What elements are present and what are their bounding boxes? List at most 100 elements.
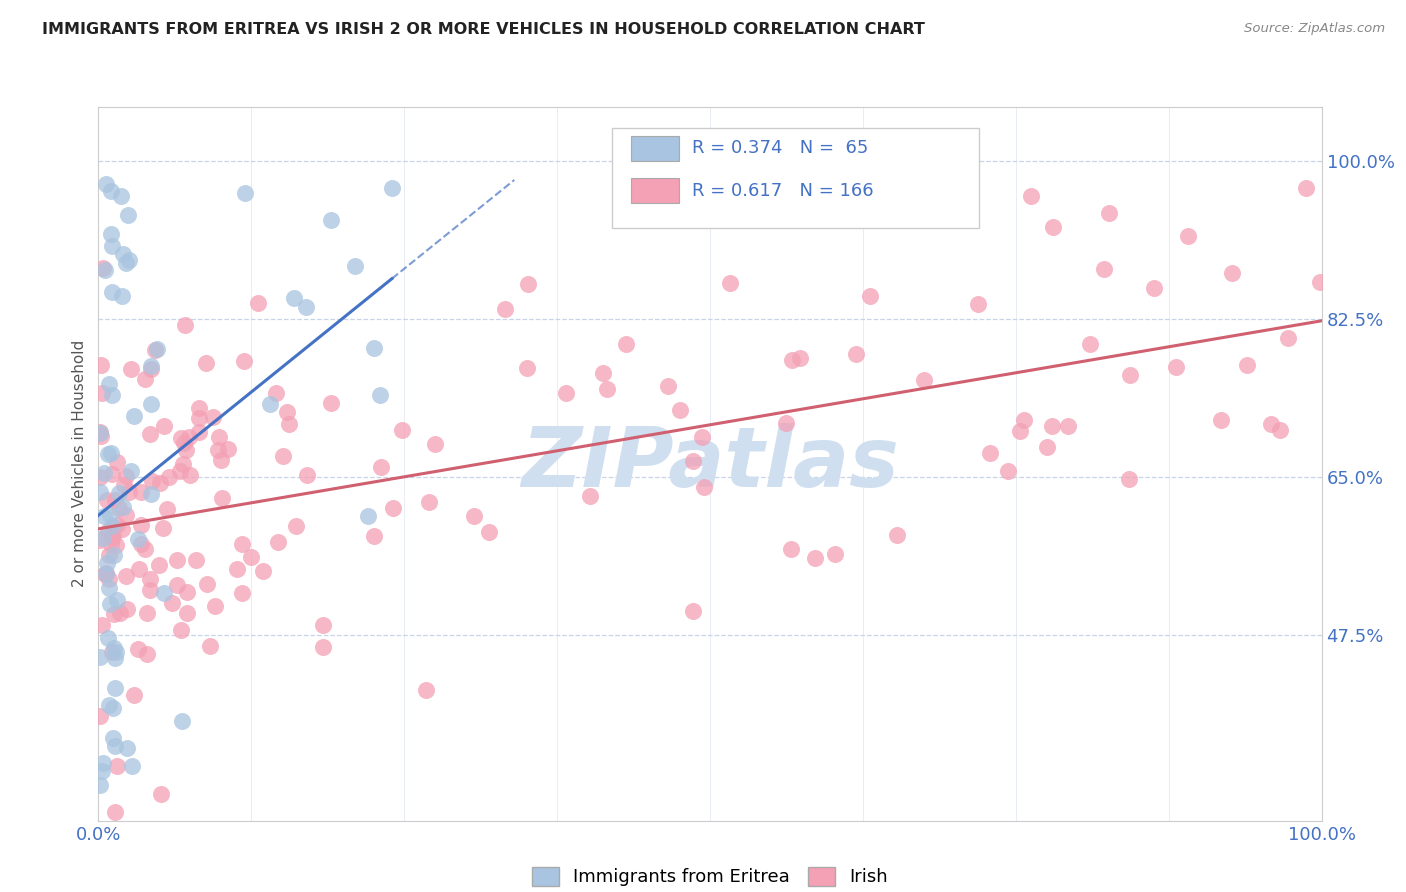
Point	[157, 470, 180, 484]
Point	[415, 682, 437, 697]
Point	[1012, 413, 1035, 427]
Point	[1143, 281, 1166, 295]
Point	[170, 431, 193, 445]
Point	[692, 480, 714, 494]
Point	[111, 289, 134, 303]
Text: Source: ZipAtlas.com: Source: ZipAtlas.com	[1244, 22, 1385, 36]
Bar	[612, 128, 979, 228]
Point	[93, 466, 115, 480]
Point	[100, 227, 122, 241]
Point	[231, 537, 253, 551]
Point	[104, 492, 127, 507]
Point	[312, 618, 335, 632]
Point	[319, 212, 342, 227]
Point	[886, 528, 908, 542]
Point	[131, 537, 153, 551]
Point	[195, 577, 218, 591]
Point	[356, 508, 378, 523]
Point	[478, 524, 501, 539]
Point	[93, 756, 115, 770]
Point	[141, 359, 163, 374]
Point	[845, 347, 868, 361]
Point	[592, 366, 614, 380]
Point	[124, 688, 146, 702]
Point	[259, 397, 281, 411]
Point	[232, 354, 254, 368]
Point	[94, 566, 117, 581]
Point	[344, 259, 367, 273]
Point	[153, 586, 176, 600]
Point	[149, 475, 172, 490]
Point	[101, 519, 124, 533]
Point	[1057, 418, 1080, 433]
Point	[89, 777, 111, 791]
Point	[97, 581, 120, 595]
Point	[149, 787, 172, 801]
Point	[129, 518, 152, 533]
Point	[194, 355, 217, 369]
Point	[98, 597, 121, 611]
Point	[669, 402, 692, 417]
Point	[162, 596, 184, 610]
Point	[295, 300, 318, 314]
Point	[89, 709, 111, 723]
Point	[136, 606, 159, 620]
Point	[91, 531, 114, 545]
Point	[170, 623, 193, 637]
Point	[233, 186, 256, 201]
Point	[103, 548, 125, 562]
Point	[295, 468, 318, 483]
Point	[94, 567, 117, 582]
Point	[368, 388, 391, 402]
Text: R = 0.374   N =  65: R = 0.374 N = 65	[692, 139, 868, 157]
Point	[1309, 275, 1331, 289]
Point	[997, 463, 1019, 477]
Point	[174, 442, 197, 457]
Legend: Immigrants from Eritrea, Irish: Immigrants from Eritrea, Irish	[524, 860, 896, 892]
Y-axis label: 2 or more Vehicles in Household: 2 or more Vehicles in Household	[72, 340, 87, 588]
Point	[363, 529, 385, 543]
Point	[97, 447, 120, 461]
Point	[382, 500, 405, 515]
Point	[1166, 360, 1188, 375]
Point	[682, 604, 704, 618]
Point	[94, 177, 117, 191]
Point	[494, 301, 516, 316]
Point	[117, 208, 139, 222]
Point	[173, 318, 195, 332]
Point	[103, 805, 125, 819]
Point	[779, 541, 801, 556]
Point	[128, 562, 150, 576]
Point	[208, 429, 231, 443]
Point	[89, 649, 111, 664]
Point	[139, 573, 162, 587]
Point	[276, 405, 298, 419]
Point	[100, 184, 122, 198]
Point	[186, 553, 208, 567]
Point	[278, 417, 301, 431]
Point	[187, 411, 209, 425]
Point	[283, 291, 305, 305]
Point	[96, 493, 118, 508]
Point	[176, 606, 198, 620]
Point	[101, 530, 124, 544]
Point	[104, 681, 127, 695]
Point	[101, 285, 124, 300]
Point	[89, 425, 111, 439]
Point	[231, 586, 253, 600]
Text: R = 0.617   N = 166: R = 0.617 N = 166	[692, 182, 873, 200]
Point	[363, 341, 385, 355]
Point	[979, 446, 1001, 460]
Point	[89, 425, 111, 440]
Point	[1008, 425, 1031, 439]
Point	[104, 739, 127, 754]
Point	[139, 427, 162, 442]
Point	[204, 599, 226, 614]
Point	[89, 533, 111, 547]
Point	[381, 181, 404, 195]
Point	[112, 477, 135, 491]
Point	[135, 647, 157, 661]
Point	[169, 464, 191, 478]
Point	[122, 409, 145, 423]
Point	[129, 484, 152, 499]
